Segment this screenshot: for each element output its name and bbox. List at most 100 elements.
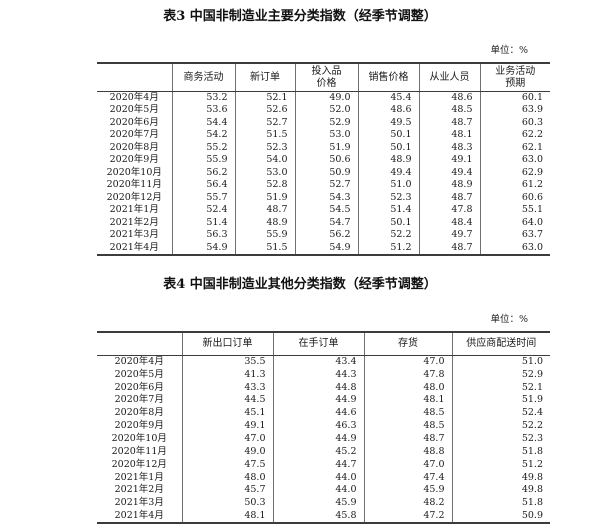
month-cell: 2020年12月	[97, 458, 183, 472]
table3-column-header: 业务活动 预期	[480, 63, 550, 92]
value-cell: 55.7	[172, 191, 236, 204]
value-cell: 62.9	[521, 166, 543, 178]
month-cell: 2020年4月	[97, 355, 183, 369]
table-row: 2020年6月 43.3 44.8 48.0 52.1	[97, 381, 550, 395]
value-cell: 52.3	[358, 191, 420, 204]
value-cell: 60.3	[521, 116, 543, 128]
value-cell: 47.4	[364, 471, 453, 484]
table4-column-header: 新出口订单	[182, 331, 274, 356]
month-cell: 2021年1月	[97, 471, 183, 484]
value-cell: 50.1	[358, 129, 420, 142]
value-cell: 48.5	[364, 406, 453, 420]
value-cell: 51.5	[235, 241, 296, 255]
value-cell: 52.3	[235, 141, 296, 154]
value-cell: 51.9	[521, 394, 543, 406]
value-cell: 48.4	[419, 216, 481, 229]
value-cell: 44.9	[273, 432, 365, 446]
value-cell: 53.2	[172, 91, 236, 104]
month-cell: 2021年4月	[97, 241, 173, 255]
table-row: 2020年9月 49.1 46.3 48.5 52.2	[97, 419, 550, 433]
value-cell: 48.3	[419, 141, 481, 154]
value-cell: 51.0	[521, 356, 543, 368]
value-cell: 52.3	[521, 432, 543, 444]
value-cell: 48.7	[419, 191, 481, 204]
value-cell: 47.2	[364, 509, 453, 523]
value-cell: 48.5	[419, 104, 481, 117]
month-cell: 2020年7月	[97, 394, 183, 407]
value-cell: 50.6	[295, 154, 359, 167]
value-cell: 54.2	[172, 129, 236, 142]
value-cell: 51.2	[521, 458, 543, 470]
value-cell: 43.4	[273, 355, 365, 369]
value-cell: 48.1	[182, 509, 274, 523]
value-cell: 44.7	[273, 458, 365, 472]
table-row: 2020年7月 44.5 44.9 48.1 51.9	[97, 394, 550, 407]
value-cell: 50.9	[521, 509, 543, 521]
table3-column-header: 从业人员	[419, 63, 481, 92]
value-cell: 53.6	[172, 104, 236, 117]
value-cell: 63.0	[521, 241, 543, 253]
value-cell: 47.8	[364, 368, 453, 382]
value-cell: 55.2	[172, 141, 236, 154]
month-cell: 2020年6月	[97, 381, 183, 395]
value-cell: 45.4	[358, 91, 420, 104]
table-row: 2020年6月 54.4 52.7 52.9 49.5 48.7 60.3	[97, 116, 550, 129]
value-cell: 50.1	[358, 141, 420, 154]
value-cell: 48.7	[419, 241, 481, 255]
value-cell: 50.1	[358, 216, 420, 229]
month-cell: 2020年5月	[97, 368, 183, 382]
table-row: 2021年1月 48.0 44.0 47.4 49.8	[97, 471, 550, 484]
value-cell: 54.5	[295, 204, 359, 217]
value-cell: 48.8	[364, 445, 453, 459]
value-cell: 61.2	[521, 179, 543, 191]
value-cell: 60.1	[521, 92, 543, 103]
month-cell: 2021年1月	[97, 204, 173, 217]
month-cell: 2020年12月	[97, 191, 173, 204]
value-cell: 48.7	[235, 204, 296, 217]
value-cell: 53.0	[295, 129, 359, 142]
value-cell: 44.5	[182, 394, 274, 407]
table-row: 2021年3月 56.3 55.9 56.2 52.2 49.7 63.7	[97, 229, 550, 242]
value-cell: 51.9	[295, 141, 359, 154]
month-cell: 2020年8月	[97, 406, 183, 420]
value-cell: 54.0	[235, 154, 296, 167]
table4-title: 表4 中国非制造业其他分类指数（经季节调整）	[163, 276, 437, 292]
month-cell: 2020年10月	[97, 166, 173, 179]
value-cell: 48.9	[419, 179, 481, 192]
table-row: 2020年10月 47.0 44.9 48.7 52.3	[97, 432, 550, 446]
table4-row-label-column-header	[97, 331, 183, 356]
table4-column-header: 在手订单	[273, 331, 365, 356]
value-cell: 52.7	[235, 116, 296, 129]
table-row: 2020年4月 35.5 43.4 47.0 51.0	[97, 355, 550, 369]
value-cell: 45.9	[273, 496, 365, 510]
value-cell: 44.8	[273, 381, 365, 395]
table-row: 2021年2月 45.7 44.0 45.9 49.8	[97, 483, 550, 497]
value-cell: 49.0	[295, 91, 359, 104]
value-cell: 46.3	[273, 419, 365, 433]
value-cell: 62.2	[521, 129, 543, 141]
value-cell: 55.9	[235, 229, 296, 242]
value-cell: 41.3	[182, 368, 274, 382]
table3-unit-label: 单位：%	[490, 45, 528, 56]
month-cell: 2020年6月	[97, 116, 173, 129]
value-cell: 48.0	[182, 471, 274, 484]
value-cell: 52.1	[521, 381, 543, 393]
value-cell: 52.4	[172, 204, 236, 217]
value-cell: 51.4	[358, 204, 420, 217]
value-cell: 50.9	[295, 166, 359, 179]
value-cell: 49.4	[419, 166, 481, 179]
value-cell: 56.4	[172, 179, 236, 192]
value-cell: 54.4	[172, 116, 236, 129]
table-row: 2021年4月 54.9 51.5 54.9 51.2 48.7 63.0	[97, 241, 550, 255]
value-cell: 56.2	[172, 166, 236, 179]
value-cell: 45.8	[273, 509, 365, 523]
value-cell: 48.1	[364, 394, 453, 407]
month-cell: 2020年11月	[97, 179, 173, 192]
value-cell: 55.9	[172, 154, 236, 167]
value-cell: 48.2	[364, 496, 453, 510]
table3-header-row: 商务活动 新订单 投入品 价格 销售价格 从业人员 业务活动 预期	[97, 63, 550, 92]
table4-unit-label: 单位：%	[490, 313, 528, 325]
table-row: 2020年8月 45.1 44.6 48.5 52.4	[97, 406, 550, 420]
value-cell: 49.7	[419, 229, 481, 242]
value-cell: 56.3	[172, 229, 236, 242]
